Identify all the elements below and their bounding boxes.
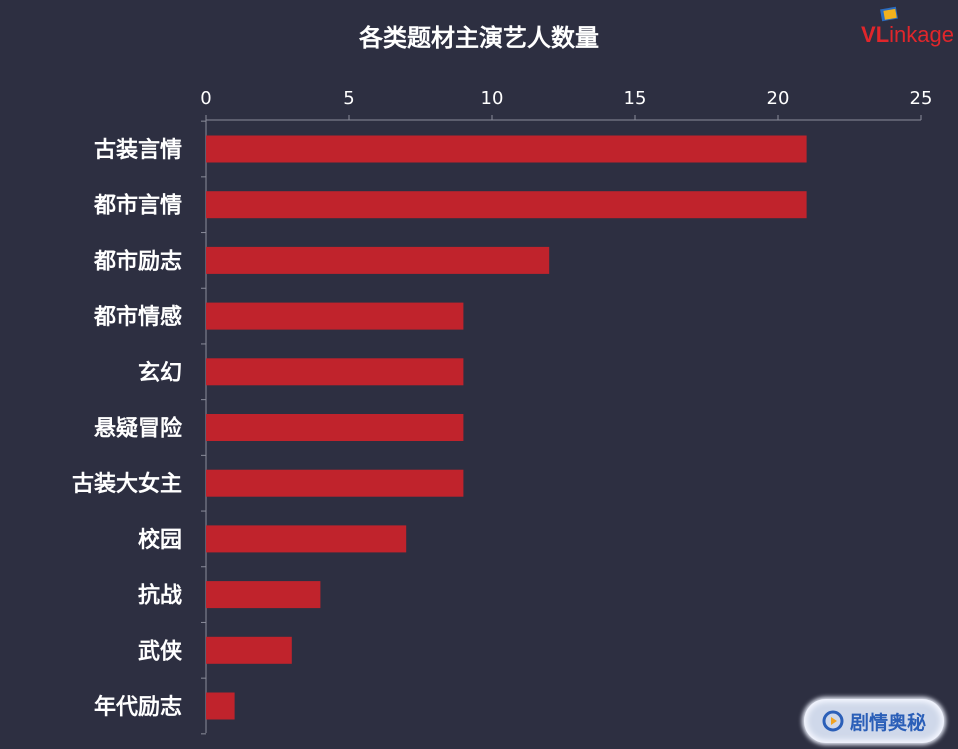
chart-title: 各类题材主演艺人数量 <box>359 24 599 52</box>
x-tick-label: 20 <box>767 88 790 109</box>
category-label: 校园 <box>138 527 182 553</box>
vlinkage-logo-mark-icon <box>880 6 898 22</box>
play-swirl-icon <box>822 710 844 732</box>
category-label: 悬疑冒险 <box>94 416 183 442</box>
bar <box>206 302 464 330</box>
category-label: 古装言情 <box>94 137 182 163</box>
watermark-badge: 剧情奥秘 <box>804 699 944 743</box>
category-label: 抗战 <box>138 583 182 609</box>
bar <box>206 525 407 553</box>
bar <box>206 246 550 274</box>
x-tick-label: 15 <box>624 88 647 109</box>
x-tick-label: 0 <box>200 88 211 109</box>
vlinkage-logo: VLinkage <box>861 22 954 47</box>
category-label: 古装大女主 <box>72 471 182 497</box>
bar <box>206 636 292 664</box>
bar <box>206 135 807 163</box>
x-tick-label: 5 <box>343 88 354 109</box>
category-label: 武侠 <box>138 638 183 664</box>
category-label: 玄幻 <box>138 360 182 386</box>
bar <box>206 358 464 386</box>
bar <box>206 191 807 219</box>
watermark-badge-text: 剧情奥秘 <box>849 711 926 734</box>
category-label: 年代励志 <box>94 694 182 720</box>
bar <box>206 581 321 609</box>
category-label: 都市励志 <box>93 248 182 274</box>
bar <box>206 414 464 441</box>
x-tick-label: 10 <box>481 88 504 109</box>
bar <box>206 469 464 497</box>
x-tick-label: 25 <box>910 88 933 109</box>
bar <box>206 692 235 720</box>
category-label: 都市情感 <box>93 304 182 330</box>
category-label: 都市言情 <box>93 193 182 219</box>
